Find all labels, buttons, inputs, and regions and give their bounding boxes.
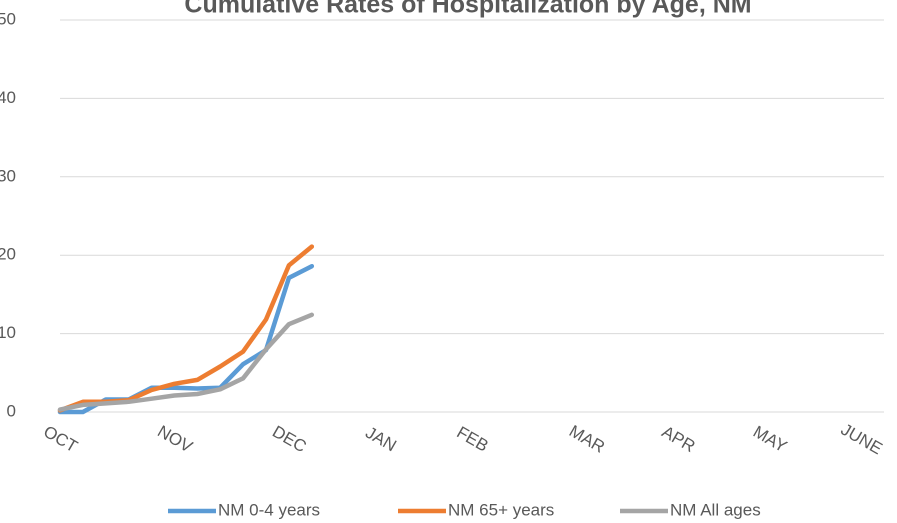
x-tick-label: JAN xyxy=(362,423,399,456)
x-tick-label: APR xyxy=(659,422,699,456)
x-tick-label: FEB xyxy=(453,423,491,456)
y-tick-label: 10 xyxy=(0,323,16,342)
x-tick-label: MAY xyxy=(750,422,790,456)
x-tick-label: OCT xyxy=(40,422,81,456)
legend-label: NM 65+ years xyxy=(448,500,554,519)
x-tick-label: JUNE xyxy=(838,420,886,459)
x-tick-label: DEC xyxy=(269,422,310,456)
y-tick-label: 20 xyxy=(0,245,16,264)
x-tick-label: MAR xyxy=(566,421,608,456)
y-tick-label: 50 xyxy=(0,9,16,28)
y-tick-label: 40 xyxy=(0,88,16,107)
chart-title: Cumulative Rates of Hospitalization by A… xyxy=(184,0,751,19)
y-tick-label: 0 xyxy=(7,401,16,420)
legend-label: NM 0-4 years xyxy=(218,500,320,519)
y-tick-label: 30 xyxy=(0,166,16,185)
x-tick-label: NOV xyxy=(154,422,196,457)
legend-label: NM All ages xyxy=(670,500,761,519)
series-line xyxy=(57,312,315,412)
